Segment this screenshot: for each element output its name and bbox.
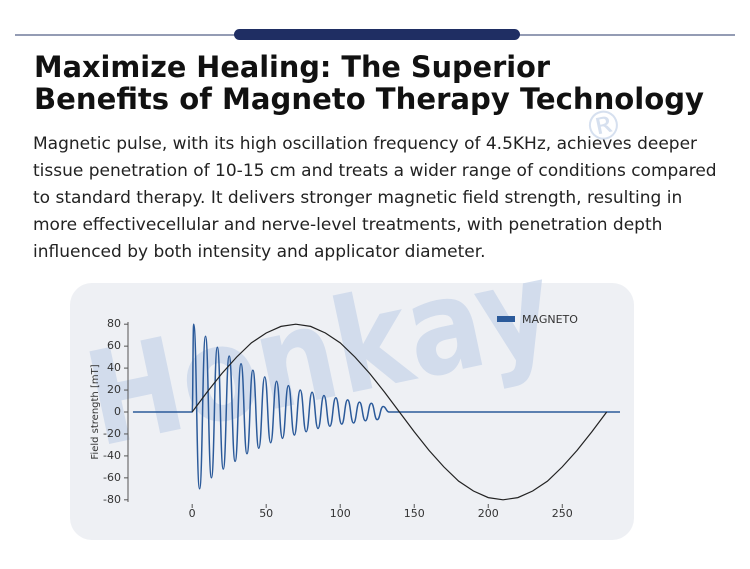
paragraph-line: more effectivecellular and nerve-level t… <box>33 215 662 235</box>
x-tick-label: 0 <box>189 507 196 520</box>
x-tick-label: 150 <box>404 507 425 520</box>
paragraph-line: tissue penetration of 10-15 cm and treat… <box>33 161 717 181</box>
x-tick-label: 50 <box>259 507 273 520</box>
series-line <box>191 323 608 501</box>
watermark-mark: ® <box>579 100 628 153</box>
x-tick-label: 250 <box>552 507 573 520</box>
y-tick-label: 0 <box>114 405 121 418</box>
y-tick-label: -20 <box>103 427 121 440</box>
paragraph-line: to standard therapy. It delivers stronge… <box>33 188 682 208</box>
title-line: Maximize Healing: The Superior <box>34 50 551 84</box>
y-tick-label: -40 <box>103 449 121 462</box>
paragraph-line: Magnetic pulse, with its high oscillatio… <box>33 134 697 154</box>
title-line: Benefits of Magneto Therapy Technology <box>34 82 704 116</box>
top-pill <box>234 29 520 40</box>
y-axis-label: Field strength [mT] <box>90 364 101 459</box>
legend-label: MAGNETO <box>522 313 578 326</box>
y-tick-label: 60 <box>107 339 121 352</box>
series-line <box>132 323 620 490</box>
y-tick-label: 40 <box>107 361 121 374</box>
y-tick-label: -60 <box>103 471 121 484</box>
y-tick-label: 20 <box>107 383 121 396</box>
paragraph-line: influenced by both intensity and applica… <box>33 242 486 262</box>
x-tick-label: 200 <box>478 507 499 520</box>
y-tick-label: -80 <box>103 493 121 506</box>
legend-swatch <box>497 316 515 322</box>
x-tick-label: 100 <box>330 507 351 520</box>
y-tick-label: 80 <box>107 317 121 330</box>
